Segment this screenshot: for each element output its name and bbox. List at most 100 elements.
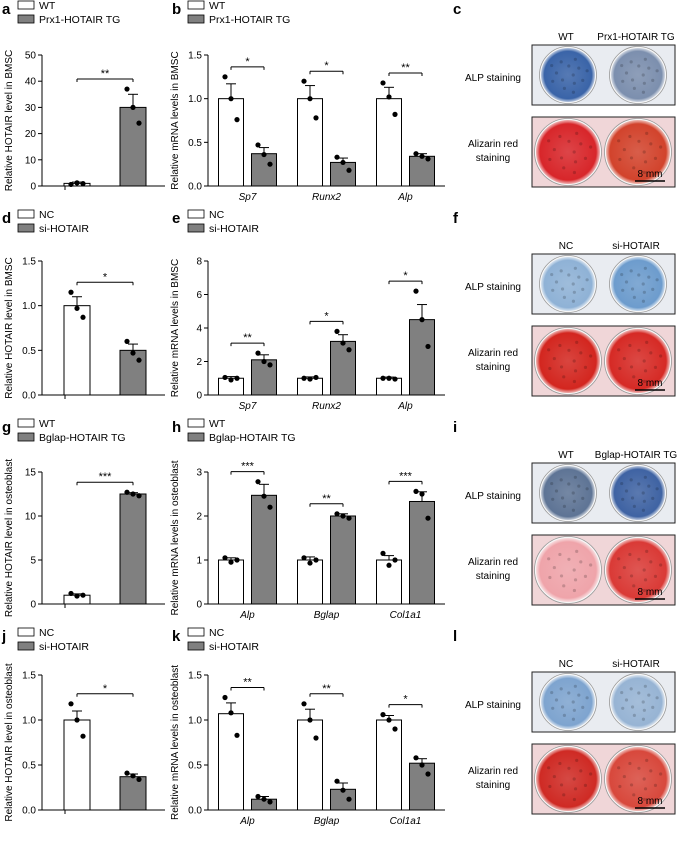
stain-speckle	[554, 489, 559, 493]
data-point	[334, 778, 340, 784]
significance-label: **	[322, 493, 331, 505]
stain-speckle	[642, 588, 647, 593]
stain-speckle	[577, 66, 581, 70]
legend-swatch-control	[17, 418, 35, 428]
alp-row-label: ALP staining	[465, 491, 521, 502]
staining-panel-l: NC si-HOTAIR ALP staining Alizarin red stain…	[465, 659, 676, 815]
stain-speckle	[575, 131, 579, 135]
stain-speckle	[573, 578, 578, 582]
stain-speckle	[647, 275, 651, 279]
stain-speckle	[573, 57, 577, 61]
data-point	[392, 111, 398, 117]
alizarin-well	[536, 538, 600, 602]
stain-speckle	[641, 700, 645, 704]
y-tick-label: 0.0	[188, 182, 202, 193]
data-point	[136, 120, 142, 126]
y-axis-title: Relative mRNA levels in BMSC	[170, 51, 181, 189]
data-point	[419, 317, 425, 323]
stain-speckle	[642, 359, 646, 363]
data-point	[346, 167, 352, 173]
group-header: Bglap-HOTAIR TG	[595, 450, 678, 461]
bar-control	[63, 305, 91, 396]
stain-speckle	[550, 481, 554, 486]
stain-speckle	[642, 170, 647, 175]
data-point	[228, 710, 234, 716]
stain-speckle	[552, 356, 556, 361]
chart-d: NC si-HOTAIR 0.0 0.5 1.0 1.5 Relative HOTAIR l…	[4, 209, 165, 402]
bar-treatment	[409, 319, 435, 396]
legend-swatch-treatment	[187, 223, 205, 233]
data-point	[380, 712, 386, 718]
stain-speckle	[659, 563, 663, 567]
stain-speckle	[653, 574, 658, 578]
data-point	[346, 347, 352, 353]
stain-speckle	[559, 574, 564, 578]
data-point	[267, 362, 273, 368]
bar-treatment	[330, 515, 356, 605]
stain-speckle	[629, 365, 634, 369]
chart-h: WT Bglap-HOTAIR TG 0 1 2 3 Relative mRNA level…	[170, 418, 445, 621]
data-point	[68, 701, 74, 707]
y-axis-title: Relative mRNA levels in osteoblast	[170, 460, 181, 615]
stain-speckle	[618, 784, 622, 789]
stain-speckle	[637, 766, 641, 770]
stain-speckle	[642, 499, 646, 503]
stain-speckle	[632, 713, 637, 717]
stain-speckle	[622, 774, 626, 779]
stain-speckle	[643, 369, 648, 373]
stain-speckle	[617, 348, 621, 352]
alizarin-well	[606, 747, 670, 811]
y-tick-label: 6	[196, 290, 202, 301]
stain-speckle	[577, 484, 581, 488]
stain-speckle	[572, 568, 576, 572]
alizarin-row-label-line1: Alizarin red	[468, 766, 518, 777]
legend-swatch-control	[17, 209, 35, 219]
bar-treatment	[409, 155, 435, 187]
data-point	[261, 151, 267, 158]
stain-speckle	[629, 783, 634, 787]
legend-label: Prx1-HOTAIR TG	[209, 14, 290, 26]
bar-control	[297, 98, 323, 187]
stain-speckle	[548, 157, 552, 162]
stain-speckle	[571, 299, 576, 303]
data-point	[228, 377, 234, 383]
stain-speckle	[562, 375, 566, 379]
stain-speckle	[655, 487, 659, 491]
stain-speckle	[583, 365, 588, 369]
stain-speckle	[562, 166, 566, 170]
legend-swatch-control	[17, 627, 35, 637]
x-category-label: Runx2	[312, 401, 341, 412]
stain-speckle	[581, 705, 585, 709]
stain-speckle	[641, 717, 646, 721]
stain-speckle	[632, 793, 636, 797]
stain-speckle	[573, 266, 577, 270]
data-point	[313, 115, 319, 121]
stain-speckle	[562, 713, 567, 717]
stain-speckle	[617, 139, 621, 143]
x-category-label: Alp	[239, 816, 255, 827]
x-category-label: Bglap	[314, 816, 340, 827]
stain-speckle	[643, 160, 648, 164]
panel-label-a: a	[2, 1, 11, 18]
data-point	[425, 515, 431, 521]
stain-speckle	[589, 772, 593, 776]
y-tick-label: 4	[196, 324, 202, 335]
y-tick-label: 1.5	[188, 51, 202, 62]
stain-speckle	[554, 698, 559, 702]
stain-speckle	[632, 86, 637, 90]
stain-speckle	[547, 557, 551, 561]
stain-speckle	[643, 684, 647, 688]
stain-speckle	[583, 574, 588, 578]
alizarin-row-label-line1: Alizarin red	[468, 557, 518, 568]
stain-speckle	[548, 366, 552, 371]
data-point	[392, 376, 398, 382]
y-tick-label: 3	[196, 468, 202, 479]
stain-speckle	[558, 761, 562, 766]
alp-row-label: ALP staining	[465, 73, 521, 84]
data-point	[130, 350, 136, 356]
stain-speckle	[653, 365, 658, 369]
alp-well	[541, 48, 595, 102]
stain-speckle	[645, 549, 649, 553]
stain-speckle	[642, 777, 646, 781]
data-point	[124, 86, 130, 92]
